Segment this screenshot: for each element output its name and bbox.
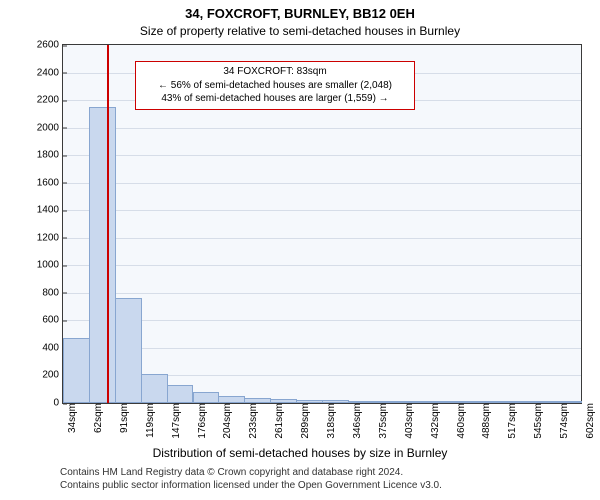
histogram-bar [218, 396, 245, 403]
gridline [63, 128, 581, 129]
x-tick: 62sqm [89, 403, 104, 433]
x-tick: 204sqm [218, 403, 233, 439]
histogram-bar [115, 298, 142, 403]
attribution: Contains HM Land Registry data © Crown c… [60, 466, 442, 492]
histogram-bar [167, 385, 194, 403]
x-tick: 289sqm [296, 403, 311, 439]
y-tick: 400 [42, 342, 63, 353]
x-tick: 432sqm [426, 403, 441, 439]
x-tick: 460sqm [452, 403, 467, 439]
x-tick: 119sqm [141, 403, 156, 438]
y-tick: 2200 [37, 95, 63, 106]
gridline [63, 265, 581, 266]
y-tick: 600 [42, 315, 63, 326]
marker-line [107, 45, 109, 403]
chart-container: 34, FOXCROFT, BURNLEY, BB12 0EH Size of … [0, 0, 600, 500]
x-tick: 375sqm [374, 403, 389, 439]
gridline [63, 183, 581, 184]
gridline [63, 238, 581, 239]
y-tick: 2400 [37, 67, 63, 78]
x-tick: 574sqm [555, 403, 570, 439]
y-tick: 800 [42, 287, 63, 298]
x-tick: 488sqm [477, 403, 492, 439]
x-tick: 602sqm [581, 403, 596, 439]
y-tick: 1400 [37, 205, 63, 216]
x-axis-label: Distribution of semi-detached houses by … [0, 446, 600, 460]
x-tick: 517sqm [503, 403, 518, 439]
x-tick: 176sqm [193, 403, 208, 439]
x-tick: 34sqm [63, 403, 78, 433]
attribution-line: Contains HM Land Registry data © Crown c… [60, 466, 442, 479]
attribution-line: Contains public sector information licen… [60, 479, 442, 492]
histogram-bar [193, 392, 220, 403]
y-tick: 0 [53, 398, 63, 409]
x-tick: 91sqm [115, 403, 130, 433]
histogram-bar [141, 374, 168, 403]
histogram-bar [89, 107, 116, 403]
plot-area: 0200400600800100012001400160018002000220… [62, 44, 582, 404]
annotation-box: 34 FOXCROFT: 83sqm ← 56% of semi-detache… [135, 61, 415, 110]
gridline [63, 155, 581, 156]
x-tick: 545sqm [529, 403, 544, 439]
y-tick: 1800 [37, 150, 63, 161]
y-tick: 1200 [37, 232, 63, 243]
y-tick: 1000 [37, 260, 63, 271]
chart-title: 34, FOXCROFT, BURNLEY, BB12 0EH [0, 6, 600, 21]
annotation-line: ← 56% of semi-detached houses are smalle… [142, 79, 408, 93]
gridline [63, 210, 581, 211]
x-tick: 346sqm [348, 403, 363, 439]
x-tick: 233sqm [244, 403, 259, 439]
x-tick: 403sqm [400, 403, 415, 439]
y-tick: 2600 [37, 40, 63, 51]
y-tick: 2000 [37, 122, 63, 133]
gridline [63, 293, 581, 294]
x-tick: 261sqm [270, 403, 285, 439]
x-tick: 147sqm [167, 403, 182, 439]
annotation-line: 43% of semi-detached houses are larger (… [142, 92, 408, 106]
chart-subtitle: Size of property relative to semi-detach… [0, 24, 600, 38]
x-tick: 318sqm [322, 403, 337, 439]
annotation-line: 34 FOXCROFT: 83sqm [142, 65, 408, 79]
y-tick: 1600 [37, 177, 63, 188]
y-tick: 200 [42, 370, 63, 381]
histogram-bar [63, 338, 90, 403]
